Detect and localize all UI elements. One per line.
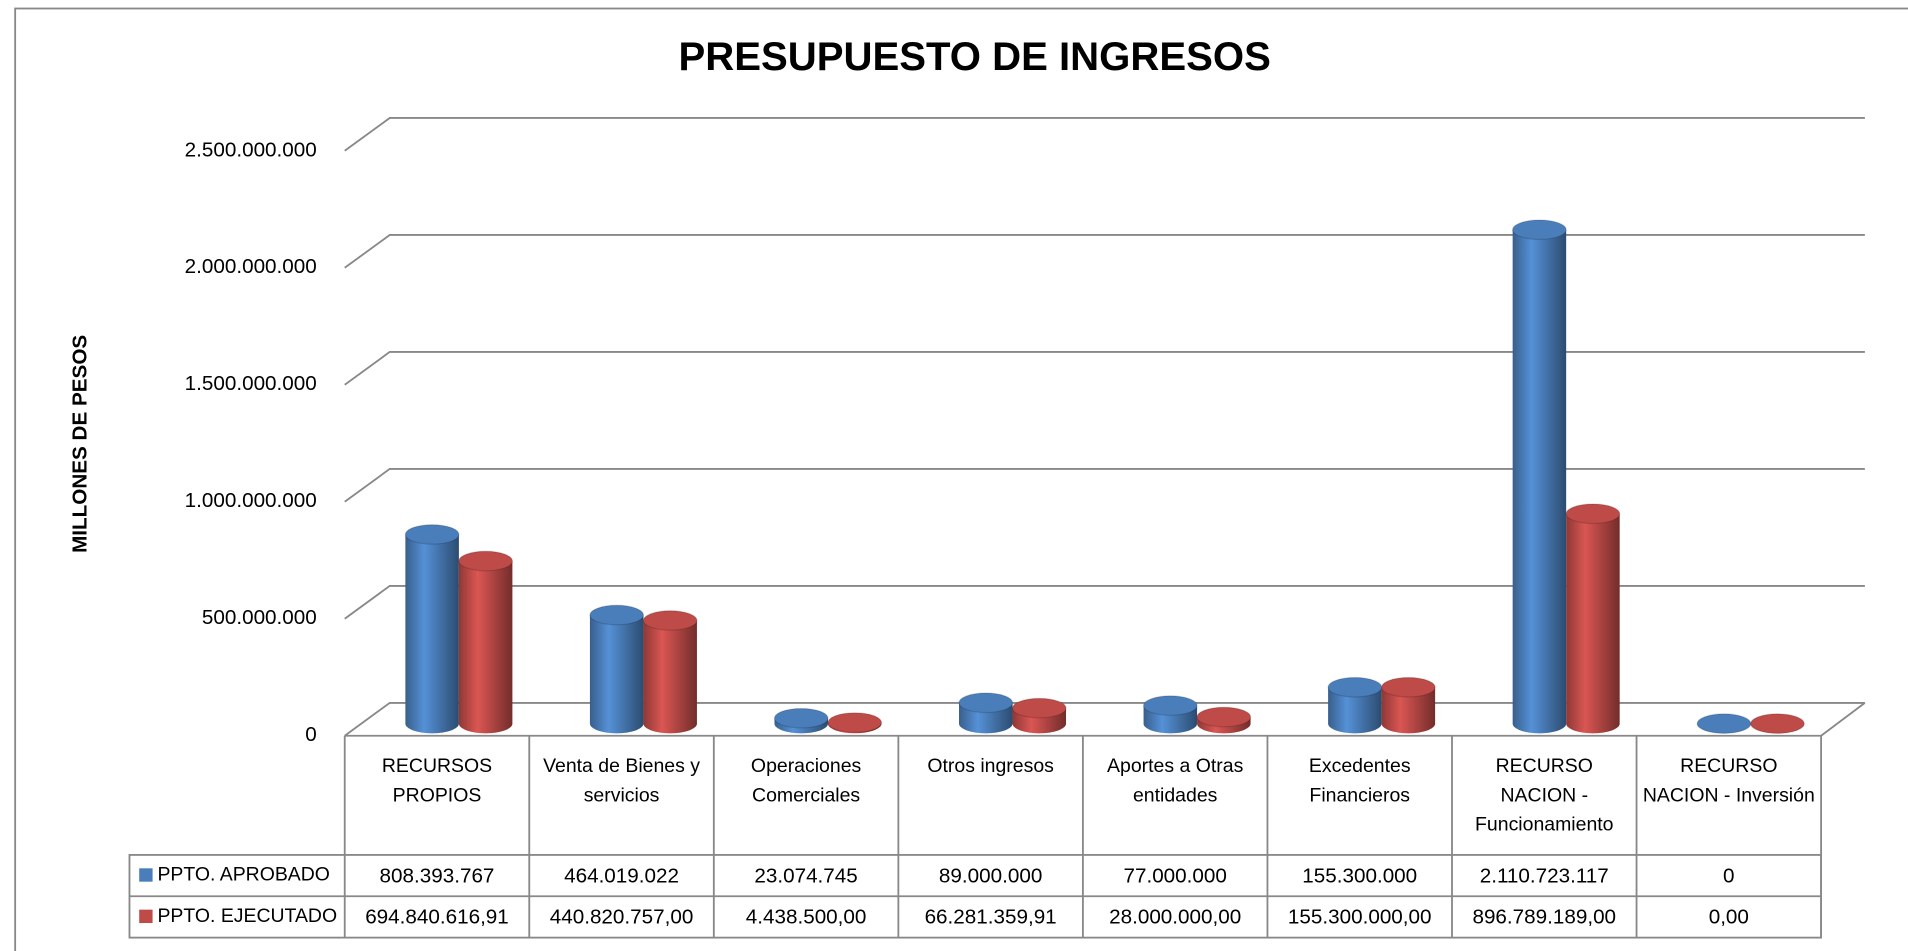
bar-top	[1196, 706, 1252, 728]
legend-label: PPTO. EJECUTADO	[157, 905, 337, 927]
data-label: 464.019.022	[564, 864, 679, 887]
bar-top	[827, 712, 883, 733]
bar	[405, 534, 459, 734]
legend-swatch	[139, 909, 153, 924]
floor-right	[1820, 702, 1866, 737]
y-tick-label: 2.500.000.000	[185, 138, 317, 161]
bar	[1381, 687, 1436, 734]
y-tick-label: 1.000.000.000	[185, 489, 317, 512]
category-cell: RECURSOS PROPIOS	[381, 756, 493, 807]
data-label: 23.074.745	[754, 864, 857, 887]
bar-top	[1512, 219, 1567, 241]
category-cell: Aportes a Otras entidades	[1107, 756, 1244, 807]
grid-line	[344, 351, 1865, 386]
x-tick-label: Aportes a Otras entidades	[1107, 756, 1244, 807]
bar	[589, 615, 644, 734]
y-tick-label: 1.500.000.000	[185, 372, 317, 395]
y-tick-label: 0	[305, 723, 317, 746]
chart-title: PRESUPUESTO DE INGRESOS	[678, 34, 1270, 79]
data-label: 4.438.500,00	[746, 906, 867, 929]
data-label: 440.820.757,00	[550, 906, 694, 929]
bar	[1566, 513, 1620, 734]
data-label: 808.393.767	[380, 864, 495, 887]
bar-top	[404, 524, 460, 545]
bar-top	[958, 692, 1014, 714]
grid-line	[344, 234, 1865, 269]
category-cell: Venta de Bienes y servicios	[543, 756, 700, 807]
data-label: 0,00	[1709, 906, 1749, 929]
y-tick-label: 500.000.000	[202, 606, 317, 629]
x-tick-label: Venta de Bienes y servicios	[543, 756, 700, 807]
bar-top	[1142, 695, 1198, 716]
bar-top	[1327, 676, 1383, 698]
x-tick-label: Operaciones Comerciales	[750, 756, 862, 807]
y-tick-label: 2.000.000.000	[185, 255, 317, 278]
category-cell: RECURSO NACION - Inversión	[1642, 756, 1815, 807]
category-cell: Excedentes Financieros	[1308, 756, 1411, 807]
bar-top	[1750, 713, 1805, 734]
data-label: 0	[1723, 864, 1735, 887]
bar-top	[642, 610, 698, 631]
category-cell: Otros ingresos	[927, 756, 1054, 778]
bar	[458, 561, 513, 734]
data-label: 155.300.000,00	[1288, 906, 1432, 929]
data-label: 694.840.616,91	[365, 906, 509, 929]
data-label: 77.000.000	[1123, 864, 1226, 887]
data-label: 66.281.359,91	[925, 906, 1057, 929]
data-label: 155.300.000	[1302, 864, 1417, 887]
legend-label: PPTO. APROBADO	[157, 864, 329, 886]
bar-top	[1696, 713, 1752, 734]
bar-top	[773, 707, 829, 729]
x-tick-label: RECURSO NACION - Funcionamiento	[1475, 756, 1614, 836]
x-tick-label: Otros ingresos	[927, 756, 1054, 778]
legend-swatch	[139, 868, 153, 882]
category-cell: Operaciones Comerciales	[750, 756, 862, 807]
grid-line	[344, 117, 1865, 152]
grid-line	[344, 585, 1865, 620]
bar-top	[1381, 676, 1436, 698]
y-axis-label: MILLONES DE PESOS	[68, 335, 91, 553]
data-label: 2.110.723.117	[1480, 864, 1609, 887]
bar	[643, 620, 697, 734]
data-label: 28.000.000,00	[1109, 906, 1241, 929]
grid-line	[344, 468, 1865, 503]
x-tick-label: RECURSOS PROPIOS	[381, 756, 493, 807]
x-tick-label: Excedentes Financieros	[1308, 756, 1411, 807]
x-tick-label: RECURSO NACION - Inversión	[1642, 756, 1815, 807]
data-label: 89.000.000	[939, 864, 1042, 887]
bar-top	[589, 604, 645, 626]
bar-top	[458, 550, 514, 572]
bar	[1328, 687, 1382, 734]
chart-frame	[14, 7, 1908, 951]
category-cell: RECURSO NACION - Funcionamiento	[1475, 756, 1614, 836]
bar-top	[1011, 697, 1067, 719]
bar-top	[1565, 503, 1621, 525]
grid-line	[344, 702, 1865, 737]
bar	[1512, 229, 1567, 734]
data-label: 896.789.189,00	[1472, 906, 1616, 929]
